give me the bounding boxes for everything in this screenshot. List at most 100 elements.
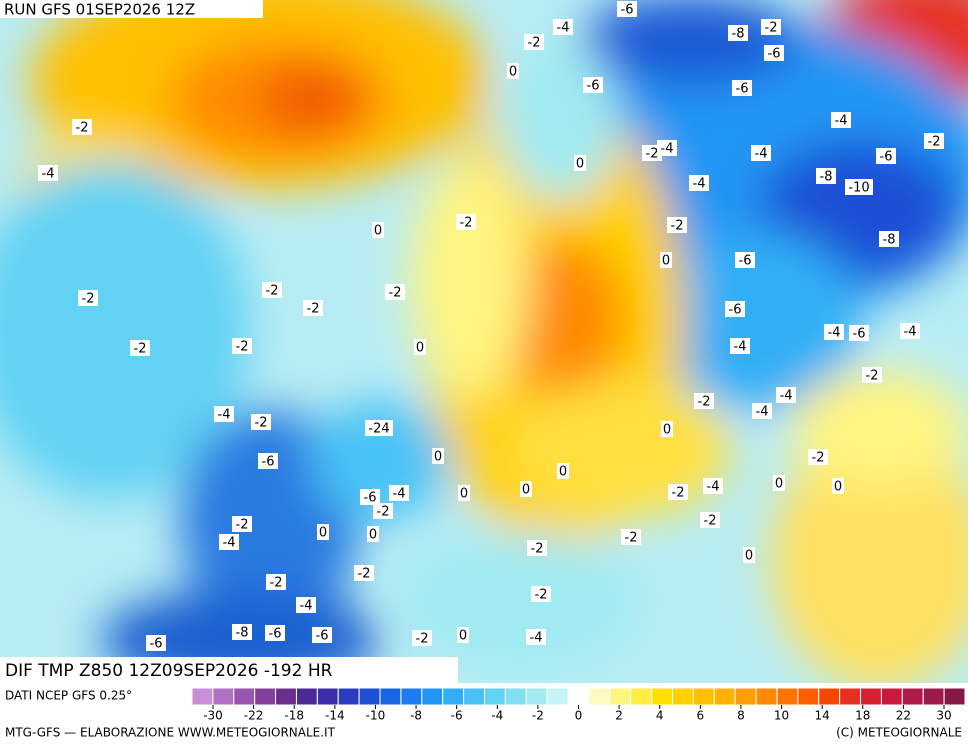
contour-label: 0 <box>559 465 567 480</box>
colorbar-tick-label: -14 <box>325 709 345 723</box>
color-swatch <box>379 687 402 706</box>
contour-label: -2 <box>377 505 390 520</box>
label-box <box>38 165 58 181</box>
label-box <box>214 406 234 422</box>
color-swatch <box>672 687 694 706</box>
contour-label: -6 <box>150 637 163 652</box>
label-box <box>657 140 677 156</box>
label-box <box>232 516 252 532</box>
label-box <box>617 1 637 17</box>
label-box <box>507 63 519 79</box>
color-swatch <box>755 687 778 706</box>
label-box <box>266 574 286 590</box>
label-box <box>776 387 796 403</box>
label-box <box>876 148 896 164</box>
label-box <box>557 463 569 479</box>
label-box <box>621 529 641 545</box>
color-swatch <box>713 687 736 706</box>
contour-label: 0 <box>745 549 753 564</box>
footer-left: MTG-GFS — ELABORAZIONE WWW.METEOGIORNALE… <box>5 726 336 740</box>
color-swatch <box>797 687 820 706</box>
color-swatch <box>504 687 527 706</box>
contour-label: -2 <box>270 576 283 591</box>
contour-label: -2 <box>460 216 473 231</box>
color-swatch <box>776 687 799 706</box>
colorbar-tick-label: 6 <box>697 709 705 723</box>
contour-label: -2 <box>812 451 825 466</box>
contour-label: -4 <box>734 340 747 355</box>
color-swatch <box>275 687 297 706</box>
label-box <box>130 340 150 356</box>
label-box <box>730 338 750 354</box>
colorbar-tick-label: -18 <box>284 709 304 723</box>
colorbar-tick-label: 2 <box>615 709 623 723</box>
footer-right: (C) METEOGIORNALE <box>836 726 962 740</box>
label-box <box>764 45 784 61</box>
contour-label: -2 <box>646 147 659 162</box>
label-box <box>524 34 544 50</box>
label-box <box>312 627 332 643</box>
contour-label: -4 <box>557 21 570 36</box>
label-box <box>668 484 688 500</box>
label-box <box>373 503 393 519</box>
label-box <box>700 512 720 528</box>
colorbar-tick-label: -2 <box>532 709 544 723</box>
contour-label: 0 <box>775 477 783 492</box>
contour-label: -2 <box>255 416 268 431</box>
contour-label: -2 <box>625 531 638 546</box>
colorbar-tick-label: 18 <box>855 709 870 723</box>
color-swatch <box>358 687 381 706</box>
color-swatch <box>860 687 882 706</box>
label-box <box>412 630 432 646</box>
contour-label: -2 <box>82 292 95 307</box>
contour-label: -6 <box>729 303 742 318</box>
contour-label: -4 <box>661 142 674 157</box>
colorbar-tick-label: 4 <box>656 709 664 723</box>
color-swatch <box>922 687 945 706</box>
color-swatch <box>463 687 485 706</box>
contour-label: -6 <box>736 82 749 97</box>
contour-label: -6 <box>269 627 282 642</box>
color-swatch <box>734 687 757 706</box>
contour-label: -2 <box>76 121 89 136</box>
contour-label: 0 <box>319 526 327 541</box>
header-box <box>0 0 263 18</box>
colorbar-tick-label: -10 <box>366 709 386 723</box>
label-box <box>667 217 687 233</box>
contour-label: -2 <box>672 486 685 501</box>
contour-label: -24 <box>368 422 389 437</box>
contour-label: -4 <box>756 405 769 420</box>
contour-label: -8 <box>883 233 896 248</box>
contour-label: -2 <box>236 340 249 355</box>
contour-label: -2 <box>866 369 879 384</box>
label-box <box>831 112 851 128</box>
label-box <box>520 481 532 497</box>
label-box <box>862 367 882 383</box>
label-box <box>761 19 781 35</box>
contour-label: -6 <box>880 150 893 165</box>
contour-label: -6 <box>316 629 329 644</box>
field-box <box>0 657 458 684</box>
label-box <box>725 301 745 317</box>
label-box <box>317 524 329 540</box>
contour-label: -2 <box>358 567 371 582</box>
contour-label: -2 <box>389 286 402 301</box>
contour-label: -4 <box>780 389 793 404</box>
label-box <box>832 478 844 494</box>
contour-label: -10 <box>848 181 869 196</box>
label-box <box>879 231 899 247</box>
label-box <box>526 629 546 645</box>
contour-label: -6 <box>739 254 752 269</box>
label-box <box>456 214 476 230</box>
colorbar-tick-label: 22 <box>896 709 911 723</box>
label-box <box>527 540 547 556</box>
color-swatch <box>316 687 339 706</box>
contour-label: 0 <box>460 487 468 502</box>
color-swatch <box>901 687 924 706</box>
contour-label: 0 <box>522 483 530 498</box>
label-box <box>258 453 278 469</box>
contour-label: -8 <box>236 626 249 641</box>
contour-label: -4 <box>835 114 848 129</box>
label-box <box>232 338 252 354</box>
